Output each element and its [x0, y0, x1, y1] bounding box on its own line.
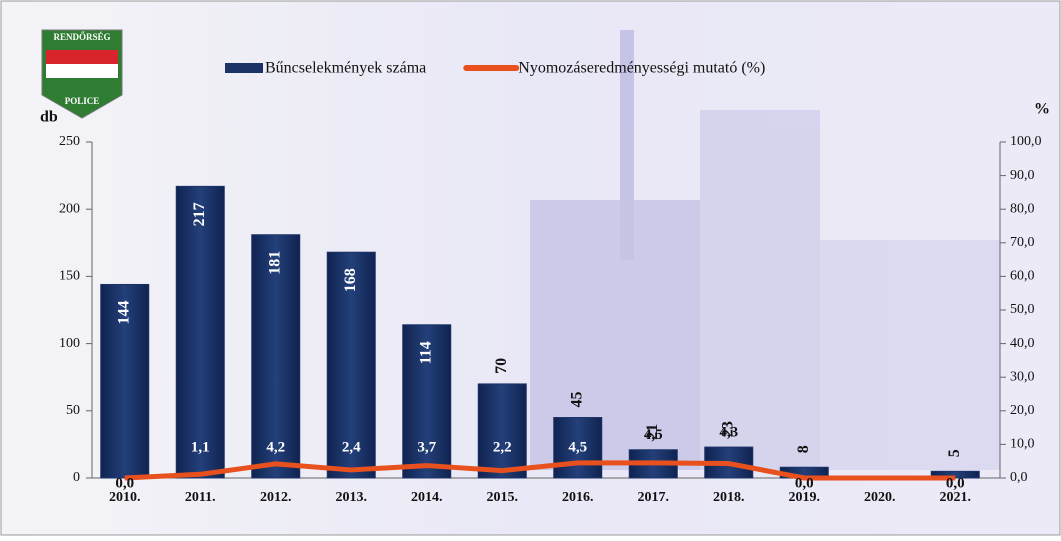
- x-tick-label: 2013.: [336, 490, 368, 505]
- x-tick-label: 2014.: [411, 490, 443, 505]
- y-tick-label: 100: [59, 336, 80, 351]
- y2-tick-label: 20,0: [1010, 403, 1035, 418]
- legend-label: Bűncselekmények száma: [265, 60, 426, 77]
- bar-label: 168: [342, 268, 359, 292]
- y2-tick-label: 30,0: [1010, 369, 1035, 384]
- bar-label: 181: [266, 251, 283, 275]
- x-tick-label: 2016.: [562, 490, 594, 505]
- bar-label: 114: [417, 341, 434, 364]
- bar-label: 70: [493, 358, 510, 374]
- x-tick-label: 2012.: [260, 490, 292, 505]
- bar-label: 45: [568, 392, 585, 408]
- y-tick-label: 200: [59, 201, 80, 216]
- y2-tick-label: 40,0: [1010, 336, 1035, 351]
- y2-tick-label: 80,0: [1010, 201, 1035, 216]
- bar-label: 217: [191, 202, 208, 226]
- x-tick-label: 2017.: [638, 490, 670, 505]
- line-label: 0,0: [115, 475, 134, 491]
- y2-tick-label: 60,0: [1010, 269, 1035, 284]
- line-label: 0,0: [946, 475, 965, 491]
- y2-tick-label: 90,0: [1010, 168, 1035, 183]
- y2-axis-title: %: [1034, 101, 1050, 118]
- line-label: 4,5: [644, 427, 663, 443]
- y2-tick-label: 50,0: [1010, 302, 1035, 317]
- legend-label: Nyomozáseredményességi mutató (%): [518, 60, 765, 77]
- bar-label: 5: [946, 449, 963, 457]
- legend-swatch: [225, 63, 263, 73]
- x-tick-label: 2020.: [864, 490, 896, 505]
- line-label: 4,2: [266, 439, 285, 455]
- logo-bottom: POLICE: [65, 96, 100, 106]
- y2-tick-label: 10,0: [1010, 437, 1035, 452]
- logo-top: RENDŐRSÉG: [53, 32, 110, 42]
- y-tick-label: 0: [73, 470, 80, 485]
- line-label: 1,1: [191, 439, 210, 455]
- line-label: 4,5: [568, 439, 587, 455]
- y-tick-label: 50: [66, 403, 80, 418]
- bar: [176, 186, 224, 478]
- chart: RENDŐRSÉG POLICE db % 0 50 100 150 200 250 0,0…: [0, 0, 1061, 536]
- x-tick-label: 2018.: [713, 490, 745, 505]
- x-tick-label: 2011.: [185, 490, 216, 505]
- x-tick-label: 2019.: [789, 490, 821, 505]
- y-axis-title: db: [40, 109, 58, 126]
- y-tick-label: 150: [59, 269, 80, 284]
- y-tick-label: 250: [59, 134, 80, 149]
- bar: [478, 384, 526, 478]
- line-label: 2,4: [342, 439, 361, 455]
- page: RENDŐRSÉG POLICE db % 0 50 100 150 200 250 0,0…: [0, 0, 1061, 541]
- line-label: 4,3: [719, 425, 738, 441]
- y2-tick-label: 0,0: [1010, 470, 1028, 485]
- line-label: 0,0: [795, 475, 814, 491]
- x-tick-label: 2010.: [109, 490, 141, 505]
- bar-label: 144: [115, 300, 132, 324]
- line-label: 3,7: [417, 439, 436, 455]
- y2-tick-label: 100,0: [1010, 134, 1042, 149]
- bar-label: 8: [795, 445, 812, 453]
- x-tick-label: 2021.: [940, 490, 972, 505]
- x-tick-label: 2015.: [487, 490, 519, 505]
- y2-tick-label: 70,0: [1010, 235, 1035, 250]
- line-label: 2,2: [493, 439, 512, 455]
